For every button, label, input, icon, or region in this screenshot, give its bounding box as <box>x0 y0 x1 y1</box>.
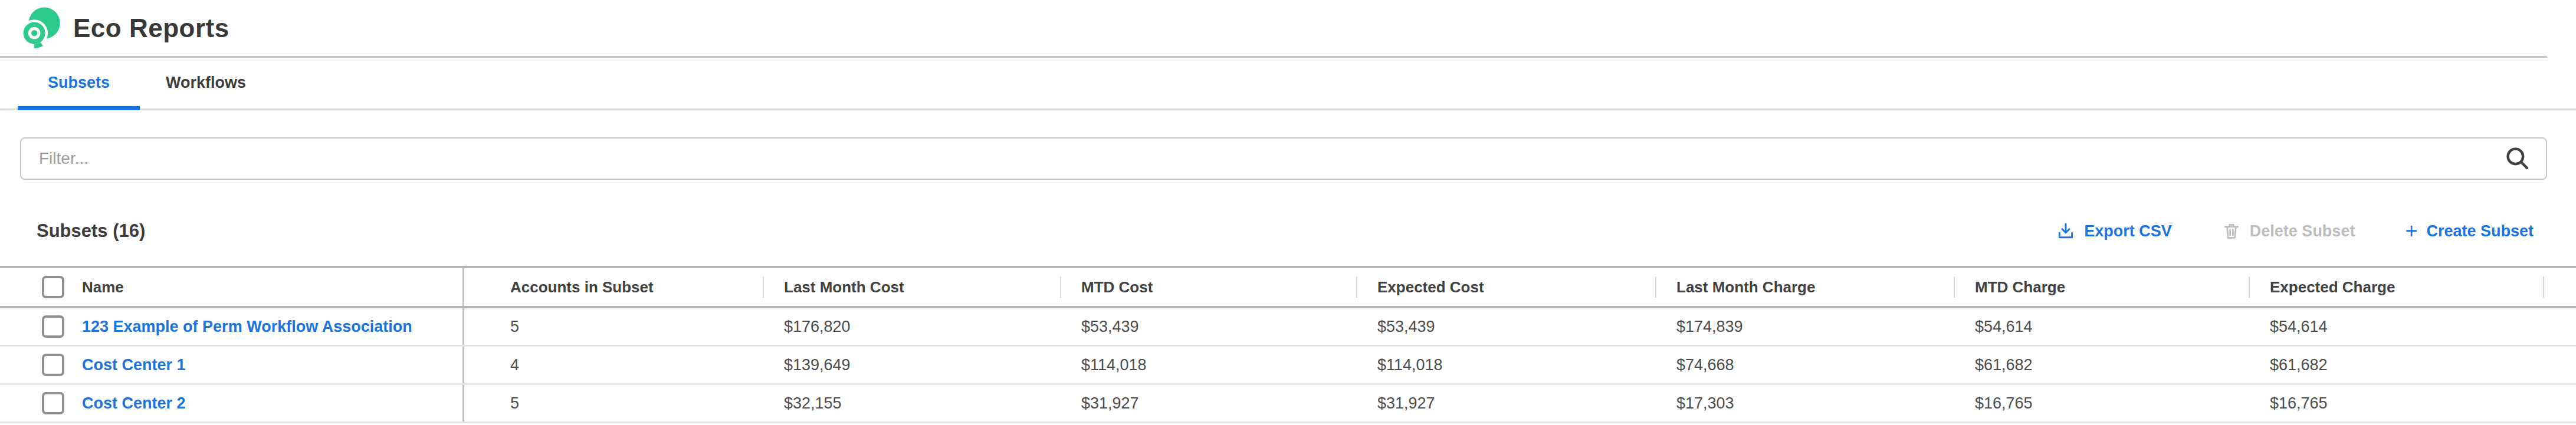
row-checkbox[interactable] <box>42 354 64 376</box>
cell-mtd-cost: $31,927 <box>1060 385 1356 421</box>
subsets-table: Name Accounts in Subset Last Month Cost … <box>0 266 2576 423</box>
cell-mtd-cost: $114,018 <box>1060 347 1356 383</box>
create-subset-button[interactable]: + Create Subset <box>2405 222 2534 240</box>
cell-expected-charge: $61,682 <box>2249 347 2543 383</box>
column-header-filler <box>2543 268 2576 306</box>
eco-logo-icon <box>18 6 61 50</box>
table-row: Cost Center 2 5 $32,155 $31,927 $31,927 … <box>0 385 2576 423</box>
cell-mtd-cost: $53,439 <box>1060 308 1356 345</box>
column-header-last-month-charge: Last Month Charge <box>1655 268 1954 306</box>
cell-expected-cost: $53,439 <box>1356 308 1655 345</box>
filter-input[interactable] <box>20 137 2547 180</box>
section-title: Subsets (16) <box>37 220 145 242</box>
subset-name-link[interactable]: Cost Center 2 <box>82 394 186 413</box>
cell-last-month-charge: $74,668 <box>1655 347 1954 383</box>
export-csv-button[interactable]: Export CSV <box>2056 222 2172 240</box>
table-actions: Export CSV Delete Subset + Create Subset <box>2056 222 2534 240</box>
cell-last-month-cost: $139,649 <box>763 347 1060 383</box>
table-header-row: Name Accounts in Subset Last Month Cost … <box>0 266 2576 308</box>
cell-mtd-charge: $61,682 <box>1954 347 2249 383</box>
column-header-expected-charge: Expected Charge <box>2249 268 2543 306</box>
column-header-accounts: Accounts in Subset <box>464 268 763 306</box>
cell-expected-cost: $114,018 <box>1356 347 1655 383</box>
table-row: Cost Center 1 4 $139,649 $114,018 $114,0… <box>0 347 2576 385</box>
cell-last-month-cost: $176,820 <box>763 308 1060 345</box>
cell-expected-charge: $16,765 <box>2249 385 2543 421</box>
subset-name-link[interactable]: Cost Center 1 <box>82 356 186 374</box>
download-icon <box>2056 222 2075 240</box>
subset-name-link[interactable]: 123 Example of Perm Workflow Association <box>82 318 412 336</box>
delete-subset-button[interactable]: Delete Subset <box>2222 222 2355 240</box>
section-row: Subsets (16) Export CSV Delete Subset + … <box>0 218 2576 245</box>
table-row: 123 Example of Perm Workflow Association… <box>0 308 2576 347</box>
page-title: Eco Reports <box>73 14 229 43</box>
cell-last-month-charge: $174,839 <box>1655 308 1954 345</box>
trash-icon <box>2222 222 2241 240</box>
column-header-mtd-charge: MTD Charge <box>1954 268 2249 306</box>
row-checkbox[interactable] <box>42 315 64 338</box>
row-checkbox[interactable] <box>42 392 64 414</box>
export-csv-label: Export CSV <box>2084 222 2172 240</box>
cell-expected-charge: $54,614 <box>2249 308 2543 345</box>
column-header-expected-cost: Expected Cost <box>1356 268 1655 306</box>
cell-last-month-cost: $32,155 <box>763 385 1060 421</box>
tab-subsets[interactable]: Subsets <box>18 74 140 110</box>
delete-subset-label: Delete Subset <box>2250 222 2355 240</box>
select-all-checkbox[interactable] <box>42 276 64 298</box>
column-header-mtd-cost: MTD Cost <box>1060 268 1356 306</box>
cell-accounts: 5 <box>464 308 763 345</box>
app-header: Eco Reports <box>0 0 2547 58</box>
column-header-last-month-cost: Last Month Cost <box>763 268 1060 306</box>
cell-last-month-charge: $17,303 <box>1655 385 1954 421</box>
column-header-name: Name <box>82 278 124 296</box>
plus-icon: + <box>2405 223 2417 239</box>
create-subset-label: Create Subset <box>2426 222 2534 240</box>
search-icon[interactable] <box>2505 146 2531 172</box>
cell-accounts: 5 <box>464 385 763 421</box>
cell-accounts: 4 <box>464 347 763 383</box>
cell-expected-cost: $31,927 <box>1356 385 1655 421</box>
cell-mtd-charge: $16,765 <box>1954 385 2249 421</box>
tab-workflows[interactable]: Workflows <box>140 74 272 110</box>
cell-mtd-charge: $54,614 <box>1954 308 2249 345</box>
tab-bar: Subsets Workflows <box>0 58 2576 110</box>
filter-bar <box>20 137 2547 180</box>
